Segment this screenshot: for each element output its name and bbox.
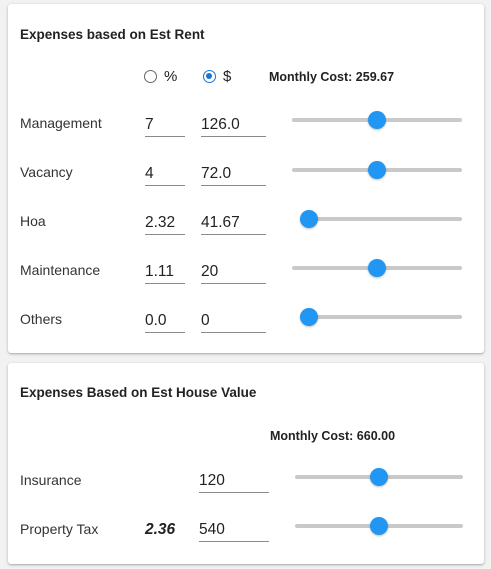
percent-radio[interactable] xyxy=(144,70,157,83)
others-label: Others xyxy=(20,311,63,327)
house-value-expenses-card: Expenses Based on Est House Value Monthl… xyxy=(8,363,484,564)
slider-thumb[interactable] xyxy=(368,111,386,129)
vacancy-percent-input[interactable]: 4 xyxy=(145,162,185,186)
property-tax-slider[interactable] xyxy=(295,516,463,536)
dollar-option-label: $ xyxy=(223,68,232,85)
others-slider[interactable] xyxy=(300,307,462,327)
percent-option[interactable]: % xyxy=(144,68,177,85)
slider-track xyxy=(300,217,462,221)
maintenance-amount-input[interactable]: 20 xyxy=(201,260,266,284)
slider-thumb[interactable] xyxy=(370,517,388,535)
slider-thumb[interactable] xyxy=(368,161,386,179)
percent-option-label: % xyxy=(164,68,178,85)
vacancy-label: Vacancy xyxy=(20,164,73,180)
others-percent-input[interactable]: 0.0 xyxy=(145,309,185,333)
maintenance-slider[interactable] xyxy=(292,258,462,278)
management-amount-input[interactable]: 126.0 xyxy=(201,113,266,137)
maintenance-percent-input[interactable]: 1.11 xyxy=(145,260,185,284)
management-slider[interactable] xyxy=(292,110,462,130)
property-tax-label: Property Tax xyxy=(20,521,99,537)
hoa-label: Hoa xyxy=(20,213,46,229)
management-label: Management xyxy=(20,115,102,131)
insurance-amount-input[interactable]: 120 xyxy=(199,469,269,493)
property-tax-amount-input[interactable]: 540 xyxy=(199,518,269,542)
insurance-label: Insurance xyxy=(20,472,82,488)
hoa-slider[interactable] xyxy=(300,209,462,229)
house-card-title: Expenses Based on Est House Value xyxy=(20,385,257,400)
house-monthly-cost: Monthly Cost: 660.00 xyxy=(270,429,396,443)
slider-thumb[interactable] xyxy=(368,259,386,277)
slider-thumb[interactable] xyxy=(300,308,318,326)
dollar-option[interactable]: $ xyxy=(203,68,231,85)
slider-thumb[interactable] xyxy=(370,468,388,486)
management-percent-input[interactable]: 7 xyxy=(145,113,185,137)
slider-thumb[interactable] xyxy=(300,210,318,228)
rent-expenses-card: Expenses based on Est Rent % $ Monthly C… xyxy=(8,4,484,353)
property-tax-rate-value: 2.36 xyxy=(145,521,176,538)
vacancy-slider[interactable] xyxy=(292,160,462,180)
vacancy-amount-input[interactable]: 72.0 xyxy=(201,162,266,186)
maintenance-label: Maintenance xyxy=(20,262,101,278)
dollar-radio[interactable] xyxy=(203,70,216,83)
insurance-slider[interactable] xyxy=(295,467,463,487)
rent-card-title: Expenses based on Est Rent xyxy=(20,27,205,42)
others-amount-input[interactable]: 0 xyxy=(201,309,266,333)
hoa-percent-input[interactable]: 2.32 xyxy=(145,211,185,235)
rent-monthly-cost: Monthly Cost: 259.67 xyxy=(269,70,395,84)
hoa-amount-input[interactable]: 41.67 xyxy=(201,211,266,235)
slider-track xyxy=(300,315,462,319)
